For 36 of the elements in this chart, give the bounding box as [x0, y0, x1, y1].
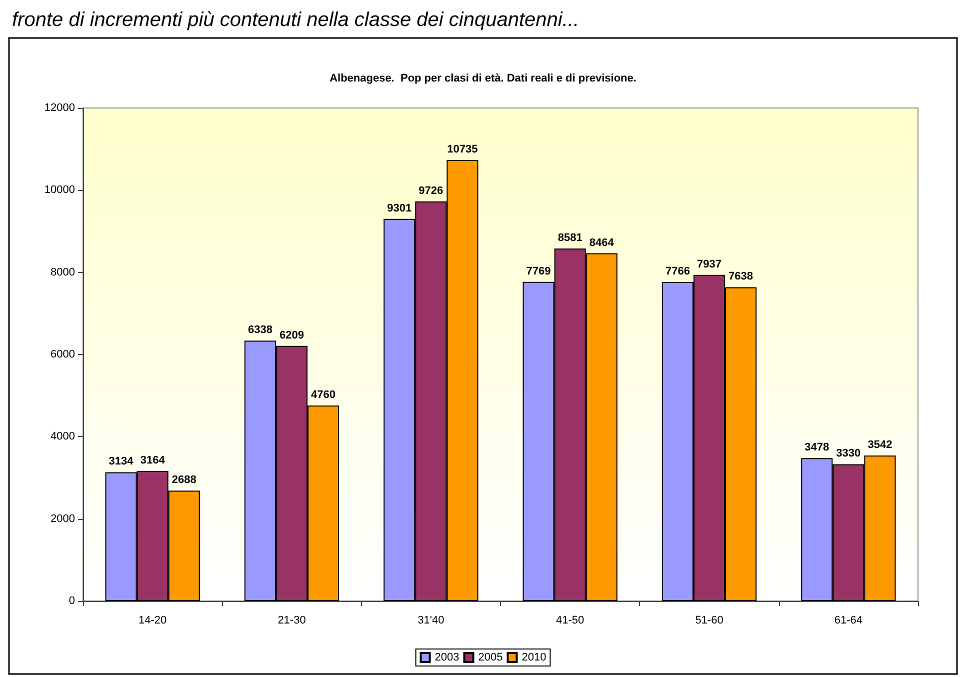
text: fronte di incrementi più contenuti nella classe dei cinquantenni...: [12, 9, 580, 31]
data-label: 2688: [172, 474, 196, 486]
x-tick-label: 14-20: [138, 614, 167, 626]
y-tick-label: 8000: [50, 266, 75, 278]
data-label: 7769: [526, 265, 551, 278]
y-tick-label: 6000: [50, 348, 75, 360]
x-tick-label: 21-30: [278, 614, 306, 626]
data-label: 7937: [697, 258, 722, 270]
data-label: 4760: [311, 388, 336, 401]
chart-title: Albenagese. Pop per clasi di età. Dati reali e di previsione.: [330, 72, 636, 84]
y-tick-label: 10000: [44, 184, 75, 196]
y-tick-label: 4000: [50, 430, 75, 443]
y-tick-label: 12000: [44, 102, 75, 114]
y-tick-label: 0: [68, 595, 75, 607]
data-label: 3134: [108, 456, 134, 468]
data-label: 8581: [558, 232, 582, 244]
x-tick-label: 41-50: [556, 614, 584, 626]
data-label: 3478: [804, 442, 830, 454]
y-tick-label: 2000: [50, 512, 75, 525]
x-tick-label: 31'40: [418, 614, 444, 626]
data-label: 3542: [868, 438, 892, 451]
legend-label: 2005: [478, 652, 503, 664]
data-label: 8464: [589, 236, 615, 249]
data-label: 6209: [280, 329, 304, 342]
data-label: 10735: [447, 143, 478, 156]
data-label: 6338: [248, 324, 272, 336]
data-label: 7638: [728, 270, 754, 283]
data-label: 3330: [836, 448, 861, 460]
x-tick-label: 51-60: [695, 614, 724, 626]
legend-label: 2003: [434, 652, 460, 664]
x-tick-label: 61-64: [834, 614, 862, 626]
data-label: 9301: [387, 202, 412, 214]
legend-label: 2010: [522, 652, 546, 664]
data-label: 3164: [140, 454, 166, 467]
data-label: 9726: [418, 184, 444, 197]
data-label: 7766: [665, 265, 690, 278]
